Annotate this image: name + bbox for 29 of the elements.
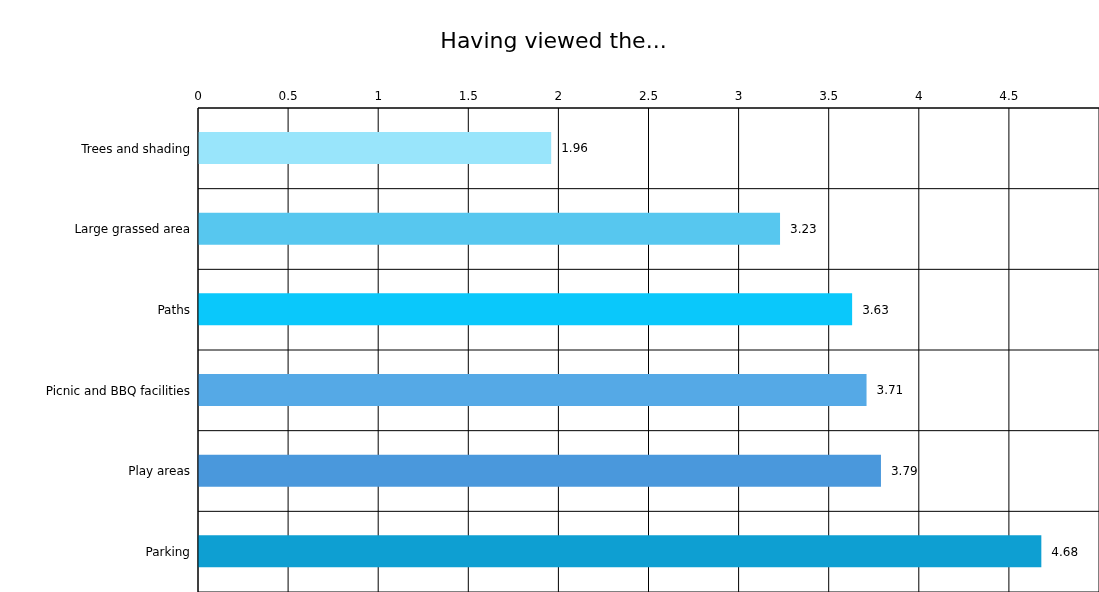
y-tick-label: Play areas [128,464,190,479]
x-tick-label: 3.5 [819,89,839,103]
x-tick-label: 1 [374,89,383,103]
bar [198,212,781,245]
x-tick-label: 0.5 [278,89,298,103]
y-tick-label: Parking [145,544,190,559]
y-tick-label: Paths [157,302,190,317]
x-tick-label: 1.5 [458,89,478,103]
bar [198,535,1042,568]
bar [198,132,552,164]
x-tick-label: 2.5 [638,89,659,103]
data-label: 3.23 [790,221,817,236]
y-tick-label: Picnic and BBQ facilities [45,383,190,398]
y-tick-label: Trees and shading [80,141,190,156]
data-label: 4.68 [1051,544,1079,559]
y-tick-label: Large grassed area [74,222,190,237]
data-label: 3.71 [876,383,904,398]
chart-title: Having viewed the... [439,28,668,53]
bar [198,374,867,406]
x-tick-label: 4.5 [999,89,1019,103]
x-tick-label: 4 [914,89,923,103]
x-tick-label: 2 [554,89,563,103]
bar [198,454,881,487]
data-label: 3.79 [890,463,918,478]
bar [198,293,853,326]
x-tick-label: 3 [734,89,743,103]
x-tick-label: 0 [194,89,202,103]
data-label: 3.63 [862,302,889,317]
data-label: 1.96 [561,141,588,156]
